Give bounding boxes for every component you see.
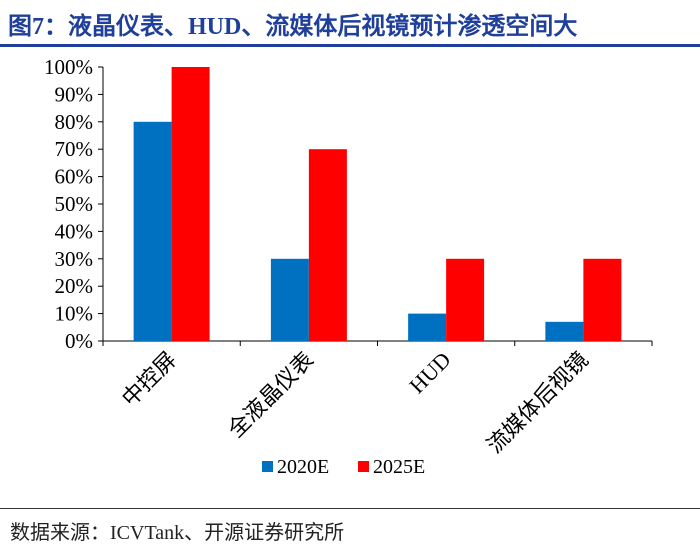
bar-chart: 0% 10% 20% 30% 40% 50% 60% 70% 80% 90% 100% 中控屏 全液晶仪… bbox=[44, 55, 653, 478]
y-tick-label: 70% bbox=[55, 137, 94, 161]
y-tick-label: 10% bbox=[55, 302, 94, 326]
category-label: HUD bbox=[404, 347, 455, 398]
legend-swatch-2020E bbox=[262, 461, 273, 472]
source-rule bbox=[0, 508, 700, 509]
y-tick-label: 50% bbox=[55, 192, 94, 216]
bar-2020E bbox=[408, 313, 447, 341]
title-rule bbox=[0, 44, 700, 47]
category-label: 全液晶仪表 bbox=[223, 347, 318, 442]
category-label: 流媒体后视镜 bbox=[482, 347, 593, 458]
bar-2025E bbox=[171, 67, 210, 341]
bar-2020E bbox=[545, 321, 584, 341]
bar-2025E bbox=[583, 258, 622, 341]
bar-2025E bbox=[446, 258, 485, 341]
y-tick-label: 80% bbox=[55, 110, 94, 134]
source-note: 数据来源：ICVTank、开源证券研究所 bbox=[10, 522, 345, 544]
category-label: 中控屏 bbox=[117, 347, 181, 411]
legend-swatch-2025E bbox=[358, 461, 369, 472]
y-tick-label: 60% bbox=[55, 165, 94, 189]
y-tick-label: 0% bbox=[65, 329, 93, 353]
y-tick-label: 30% bbox=[55, 247, 94, 271]
y-tick-label: 90% bbox=[55, 82, 94, 106]
y-tick-label: 40% bbox=[55, 219, 94, 243]
bar-2020E bbox=[133, 121, 172, 341]
bar-2025E bbox=[308, 149, 347, 341]
figure-title: 图7：液晶仪表、HUD、流媒体后视镜预计渗透空间大 bbox=[8, 14, 578, 40]
legend-label-2020E: 2020E bbox=[277, 456, 329, 478]
y-tick-label: 100% bbox=[44, 55, 93, 79]
bar-2020E bbox=[270, 258, 309, 341]
legend-label-2025E: 2025E bbox=[373, 456, 425, 478]
y-tick-label: 20% bbox=[55, 274, 94, 298]
